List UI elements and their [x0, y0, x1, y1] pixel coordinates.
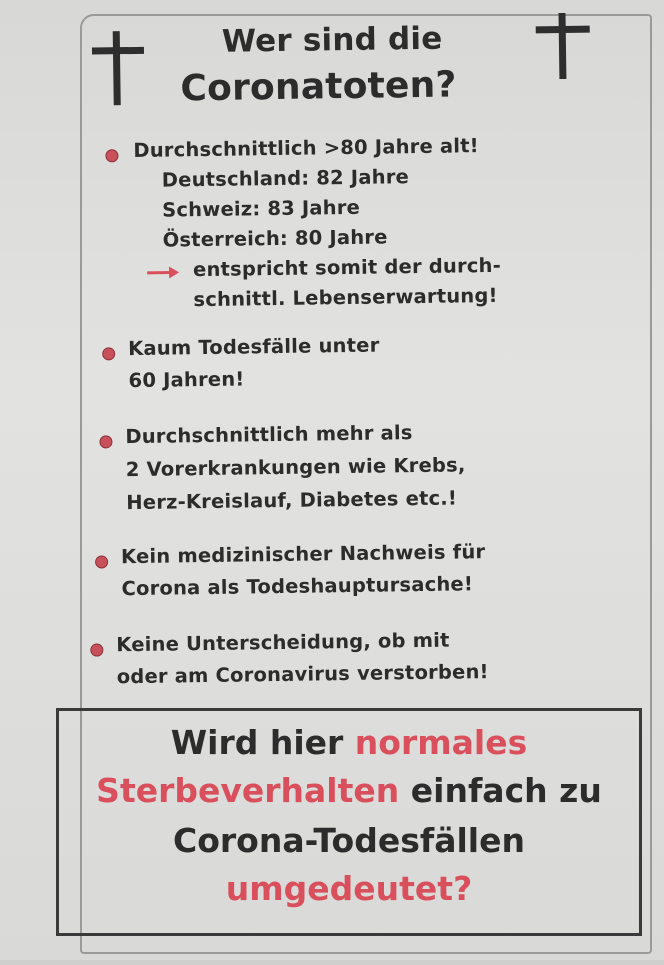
bullet-3-line-2: 2 Vorerkrankungen wie Krebs, — [126, 453, 466, 481]
conclusion-highlight: normales — [355, 723, 527, 762]
bullet-4-line-2: Corona als Todeshauptursache! — [121, 572, 473, 600]
bullet-3-line-1: Durchschnittlich mehr als — [125, 421, 413, 448]
title-line-1: Wer sind die — [222, 21, 443, 60]
bullet-dot-icon — [102, 347, 115, 360]
bullet-1-arrow-line-2: schnittl. Lebenserwartung! — [193, 284, 498, 311]
conclusion-text: einfach zu — [399, 771, 602, 810]
bullet-2-line-1: Kaum Todesfälle unter — [128, 334, 380, 361]
conclusion-line-4: umgedeutet? — [59, 869, 639, 908]
bullet-dot-icon — [99, 435, 112, 448]
conclusion-text: Wird hier — [171, 723, 355, 762]
right-arrow-icon — [147, 266, 179, 278]
bullet-2-line-2: 60 Jahren! — [128, 367, 244, 392]
bullet-5-line-1: Keine Unterscheidung, ob mit — [116, 629, 450, 657]
conclusion-highlight: Sterbeverhalten — [96, 771, 399, 810]
bullet-1-line-3: Schweiz: 83 Jahre — [162, 196, 360, 222]
bullet-1-arrow-line-1: entspricht somit der durch- — [193, 254, 501, 281]
bullet-1-line-2: Deutschland: 82 Jahre — [162, 165, 410, 191]
bullet-dot-icon — [90, 643, 103, 656]
bullet-1-line-1: Durchschnittlich >80 Jahre alt! — [133, 134, 479, 162]
bullet-3-line-3: Herz-Kreislauf, Diabetes etc.! — [126, 487, 457, 515]
conclusion-line-3: Corona-Todesfällen — [59, 821, 639, 860]
bullet-1-line-4: Österreich: 80 Jahre — [162, 225, 387, 251]
bullet-dot-icon — [105, 149, 118, 162]
cross-icon — [536, 13, 591, 80]
bullet-4-line-1: Kein medizinischer Nachweis für — [121, 540, 486, 568]
conclusion-box: Wird hier normales Sterbeverhalten einfa… — [56, 708, 642, 936]
conclusion-line-1: Wird hier normales — [59, 723, 639, 762]
bullet-5-line-2: oder am Coronavirus verstorben! — [117, 660, 489, 688]
title-line-2: Coronatoten? — [180, 64, 457, 109]
conclusion-line-2: Sterbeverhalten einfach zu — [59, 771, 639, 810]
cross-icon — [92, 31, 145, 106]
bullet-dot-icon — [95, 555, 108, 568]
